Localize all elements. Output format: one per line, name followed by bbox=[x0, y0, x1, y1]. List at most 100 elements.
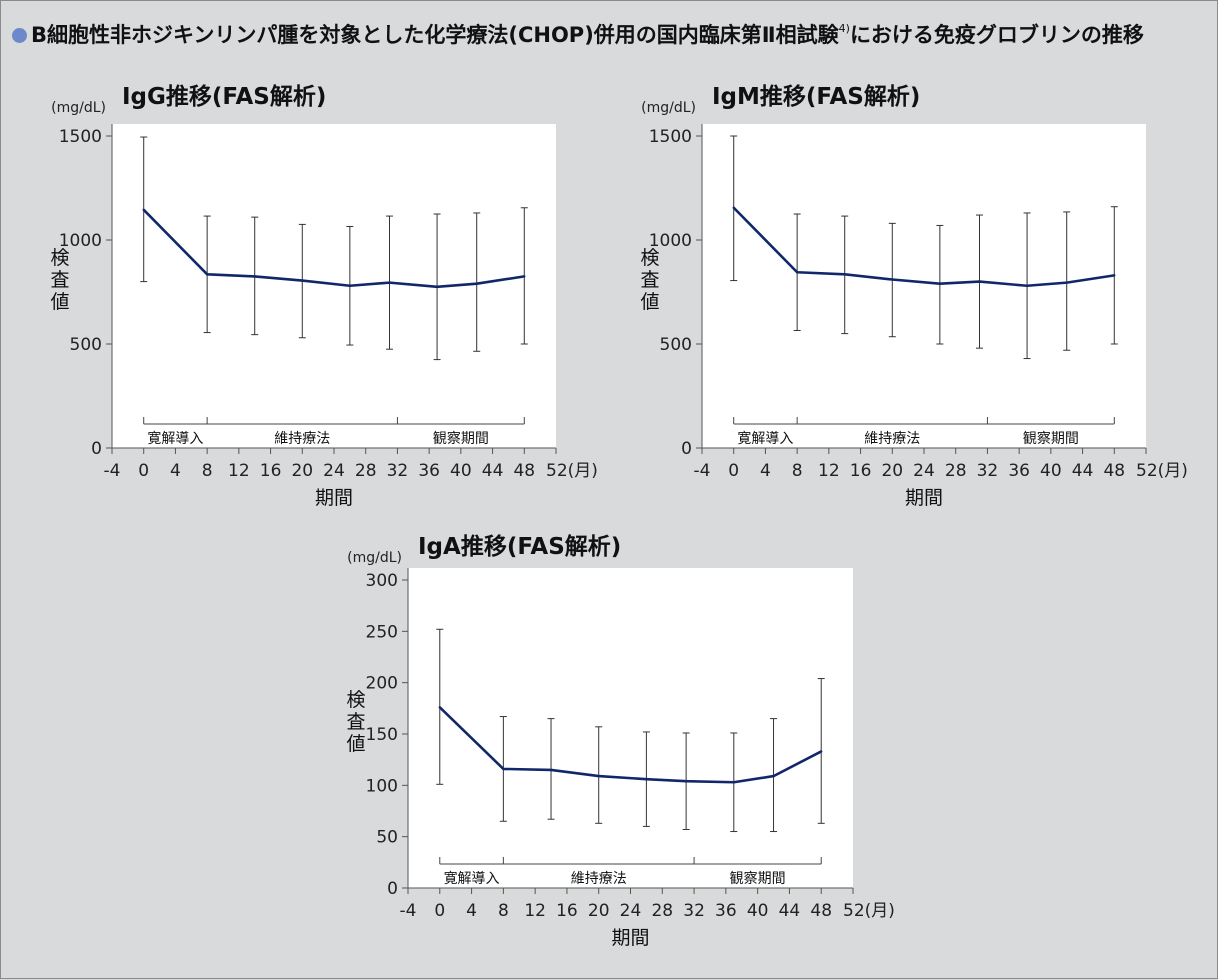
x-tick-label: 12 bbox=[524, 901, 546, 921]
y-axis-label: 検査値 bbox=[640, 247, 659, 313]
unit-label: (mg/dL) bbox=[347, 550, 402, 566]
figure-header: B細胞性非ホジキンリンパ腫を対象とした化学療法(CHOP)併用の国内臨床第Ⅱ相試… bbox=[12, 14, 1202, 50]
x-tick-label: 44 bbox=[1072, 461, 1094, 481]
y-tick-label: 0 bbox=[387, 879, 398, 899]
x-tick-label: 36 bbox=[418, 461, 440, 481]
y-axis-label: 検査値 bbox=[346, 689, 365, 755]
data-point bbox=[475, 282, 478, 285]
data-point bbox=[253, 275, 256, 278]
phase-label: 観察期間 bbox=[1023, 430, 1079, 447]
phase-label: 維持療法 bbox=[571, 870, 627, 887]
data-point bbox=[435, 285, 439, 288]
x-tick-label: 48 bbox=[513, 461, 535, 481]
header-ref: 4) bbox=[838, 22, 850, 35]
x-axis-label: 期間 bbox=[611, 927, 649, 949]
chart-iga-panel: IgA推移(FAS解析) (mg/dL) 0 50 100 150 200 250 300 検査値… bbox=[295, 532, 915, 976]
data-point bbox=[502, 767, 505, 771]
plot-area bbox=[702, 124, 1146, 448]
y-tick-label: 500 bbox=[660, 335, 692, 355]
unit-label: (mg/dL) bbox=[641, 100, 696, 116]
x-tick-label: 0 bbox=[434, 901, 445, 921]
data-point bbox=[978, 280, 981, 283]
x-tick-label: -4 bbox=[104, 461, 121, 481]
data-point bbox=[843, 273, 846, 276]
data-point bbox=[1025, 284, 1029, 287]
x-tick-label: 36 bbox=[1008, 461, 1030, 481]
unit-label: (mg/dL) bbox=[51, 100, 106, 116]
x-tick-label: 4 bbox=[466, 901, 477, 921]
x-tick-label: 4 bbox=[170, 461, 181, 481]
data-point bbox=[388, 281, 391, 284]
header-title: B細胞性非ホジキンリンパ腫を対象とした化学療法(CHOP)併用の国内臨床第Ⅱ相試… bbox=[31, 23, 839, 47]
y-axis-label: 検査値 bbox=[50, 247, 69, 313]
y-tick-label: 0 bbox=[91, 439, 102, 459]
y-tick-label: 200 bbox=[366, 674, 398, 694]
x-axis-label: 期間 bbox=[905, 487, 943, 509]
x-tick-label: 32 bbox=[683, 901, 705, 921]
x-tick-label: 8 bbox=[792, 461, 803, 481]
x-tick-label: 28 bbox=[355, 461, 377, 481]
x-tick-label: 48 bbox=[1103, 461, 1125, 481]
data-point bbox=[348, 284, 352, 287]
y-tick-label: 150 bbox=[366, 725, 398, 745]
data-point bbox=[772, 774, 775, 778]
x-tick-label: -4 bbox=[400, 901, 417, 921]
x-tick-label: -4 bbox=[694, 461, 711, 481]
x-tick-label: 16 bbox=[850, 461, 872, 481]
x-tick-label: 36 bbox=[715, 901, 737, 921]
data-point bbox=[938, 282, 942, 285]
x-tick-label: 8 bbox=[202, 461, 213, 481]
x-tick-label: 32 bbox=[977, 461, 999, 481]
x-tick-label: 44 bbox=[482, 461, 504, 481]
data-point bbox=[523, 275, 526, 278]
phase-label: 寛解導入 bbox=[444, 870, 500, 887]
data-point bbox=[597, 774, 600, 778]
y-tick-label: 300 bbox=[366, 571, 398, 591]
chart-title: IgG推移(FAS解析) bbox=[122, 83, 326, 110]
y-tick-label: 100 bbox=[366, 776, 398, 796]
y-tick-label: 0 bbox=[681, 439, 692, 459]
x-tick-label: 32 bbox=[387, 461, 409, 481]
y-tick-label: 1000 bbox=[59, 231, 102, 251]
x-tick-label: 24 bbox=[323, 461, 345, 481]
y-tick-label: 1000 bbox=[649, 231, 692, 251]
data-point bbox=[142, 208, 145, 212]
data-point bbox=[1113, 274, 1116, 277]
x-tick-label: 40 bbox=[747, 901, 769, 921]
x-tick-label: 0 bbox=[138, 461, 149, 481]
phase-label: 維持療法 bbox=[864, 430, 920, 447]
x-tick-label: 24 bbox=[913, 461, 935, 481]
data-point bbox=[684, 780, 688, 783]
data-point bbox=[301, 279, 304, 282]
chart-igm-panel: IgM推移(FAS解析) (mg/dL) 0 500 1000 1500 検査値 -4 0 4 8 1… bbox=[590, 82, 1210, 532]
x-tick-label: 52(月) bbox=[843, 901, 895, 921]
x-tick-label: 16 bbox=[556, 901, 578, 921]
chart-title: IgM推移(FAS解析) bbox=[712, 83, 920, 110]
y-tick-label: 1500 bbox=[59, 127, 102, 147]
plot-area bbox=[408, 568, 853, 888]
x-tick-label: 16 bbox=[260, 461, 282, 481]
x-tick-label: 28 bbox=[945, 461, 967, 481]
data-point bbox=[732, 206, 735, 209]
data-point bbox=[732, 781, 736, 784]
bullet-icon bbox=[12, 28, 27, 43]
y-tick-label: 500 bbox=[70, 335, 102, 355]
phase-label: 維持療法 bbox=[274, 430, 330, 447]
x-tick-label: 28 bbox=[651, 901, 673, 921]
data-point bbox=[438, 706, 441, 709]
y-tick-label: 1500 bbox=[649, 127, 692, 147]
phase-label: 観察期間 bbox=[730, 870, 786, 887]
chart-title: IgA推移(FAS解析) bbox=[418, 533, 621, 560]
x-axis-label: 期間 bbox=[315, 487, 353, 509]
data-point bbox=[820, 750, 823, 753]
chart-igg-panel: IgG推移(FAS解析) (mg/dL) 0 500 1000 1500 検査値 -4 0 4 8 1… bbox=[0, 82, 620, 532]
x-tick-label: 40 bbox=[450, 461, 472, 481]
phase-label: 寛解導入 bbox=[737, 430, 793, 447]
plot-area bbox=[112, 124, 556, 448]
y-tick-label: 250 bbox=[366, 622, 398, 642]
data-point bbox=[1065, 281, 1068, 284]
x-tick-label: 48 bbox=[810, 901, 832, 921]
chart-iga: IgA推移(FAS解析)(mg/dL)050100150200250300検査値… bbox=[346, 533, 895, 949]
data-point bbox=[795, 271, 799, 274]
